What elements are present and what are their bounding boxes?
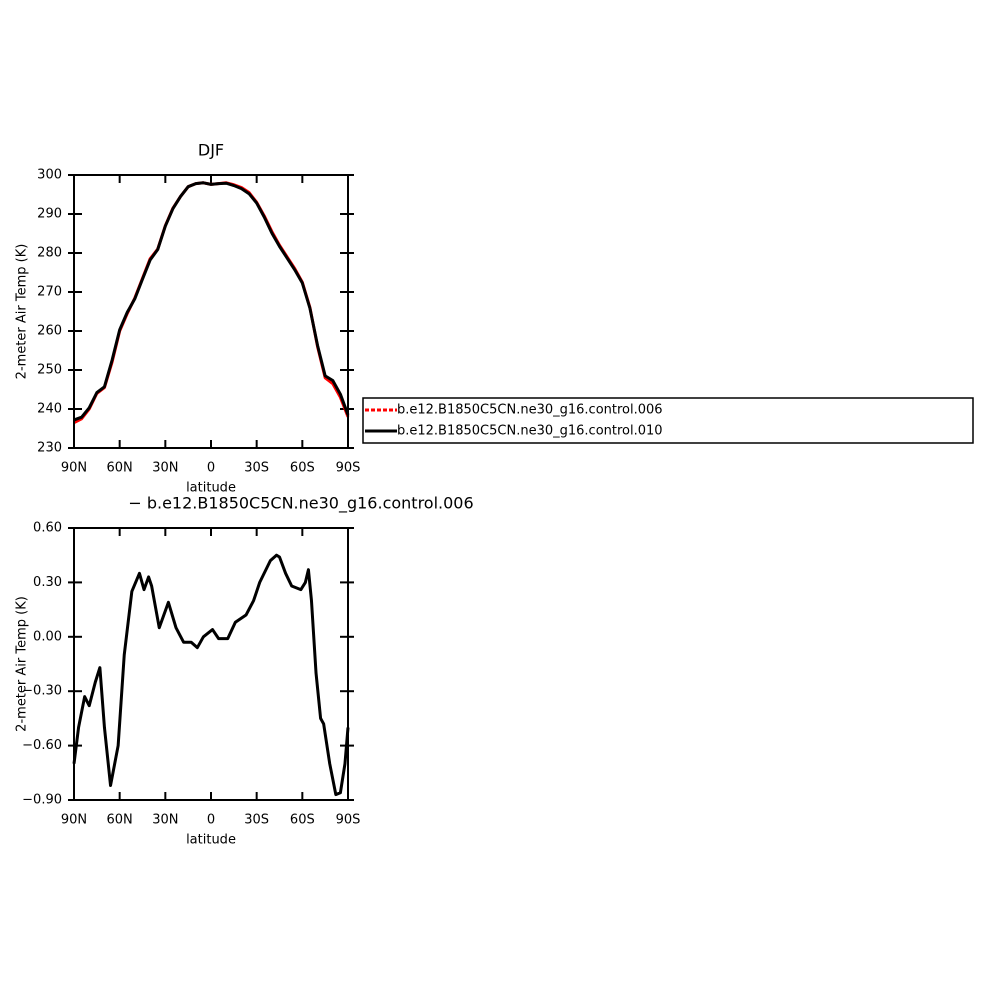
- x-tick-label: 90S: [336, 461, 361, 476]
- y-tick-label: 250: [37, 363, 62, 378]
- y-tick-label: 270: [37, 285, 62, 300]
- x-tick-label: 30N: [152, 461, 178, 476]
- y-tick-label: −0.90: [22, 793, 62, 808]
- x-tick-label: 60N: [107, 813, 133, 828]
- x-tick-label: 60N: [107, 461, 133, 476]
- x-tick-label: 90N: [61, 461, 87, 476]
- y-tick-label: 300: [37, 168, 62, 183]
- x-tick-label: 30S: [244, 461, 269, 476]
- y-axis-label: 2-meter Air Temp (K): [15, 596, 30, 732]
- series-line: [72, 553, 350, 797]
- x-tick-label: 60S: [290, 813, 315, 828]
- x-tick-label: 0: [207, 813, 215, 828]
- y-tick-label: −0.30: [22, 684, 62, 699]
- x-tick-label: 90N: [61, 813, 87, 828]
- y-tick-label: 280: [37, 246, 62, 261]
- x-tick-label: 0: [207, 461, 215, 476]
- series-line: [73, 181, 350, 422]
- plot-frame: [73, 527, 349, 801]
- chart-title: − b.e12.B1850C5CN.ne30_g16.control.006: [128, 494, 473, 514]
- y-tick-label: 260: [37, 324, 62, 339]
- chart-title: DJF: [198, 141, 224, 160]
- y-tick-label: 0.00: [33, 629, 62, 644]
- y-tick-label: 0.60: [33, 521, 62, 536]
- x-tick-label: 60S: [290, 461, 315, 476]
- legend-label: b.e12.B1850C5CN.ne30_g16.control.006: [397, 403, 663, 418]
- y-axis-label: 2-meter Air Temp (K): [15, 244, 30, 380]
- x-tick-label: 90S: [336, 813, 361, 828]
- legend-box: [362, 397, 974, 444]
- y-tick-label: 0.30: [33, 575, 62, 590]
- y-tick-label: 290: [37, 207, 62, 222]
- y-tick-label: −0.60: [22, 738, 62, 753]
- y-tick-label: 230: [37, 441, 62, 456]
- x-tick-label: 30N: [152, 813, 178, 828]
- legend-label: b.e12.B1850C5CN.ne30_g16.control.010: [397, 424, 663, 439]
- x-tick-label: 30S: [244, 813, 269, 828]
- y-tick-label: 240: [37, 402, 62, 417]
- plot-frame: [73, 174, 349, 449]
- x-axis-label: latitude: [186, 833, 236, 848]
- x-axis-label: latitude: [186, 481, 236, 496]
